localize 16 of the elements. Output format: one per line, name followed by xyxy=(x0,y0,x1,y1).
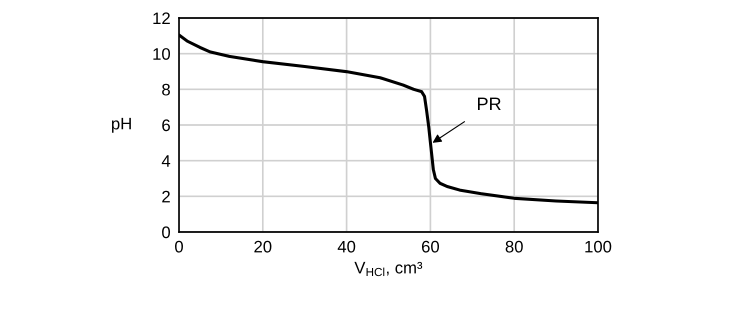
y-tick-label: 10 xyxy=(153,48,170,60)
annotation: PR xyxy=(478,98,501,110)
x-tick-label: 60 xyxy=(422,240,440,253)
y-tick-label: 12 xyxy=(153,12,170,24)
y-tick-label: 4 xyxy=(162,155,170,167)
y-axis-title: pH xyxy=(112,118,131,133)
x-axis-title: V$_{HCl}$, cm³ xyxy=(354,262,422,276)
y-tick-label: 2 xyxy=(162,190,170,202)
x-tick-label: 80 xyxy=(506,240,523,253)
x-tick-label: 0 xyxy=(175,240,183,253)
y-tick-label: 8 xyxy=(162,84,170,96)
y-tick-label: 0 xyxy=(162,226,170,238)
x-tick-label: 20 xyxy=(254,240,272,253)
x-tick-label: 40 xyxy=(338,240,356,253)
x-tick-label: 100 xyxy=(585,240,612,253)
y-tick-label: 6 xyxy=(162,119,170,132)
